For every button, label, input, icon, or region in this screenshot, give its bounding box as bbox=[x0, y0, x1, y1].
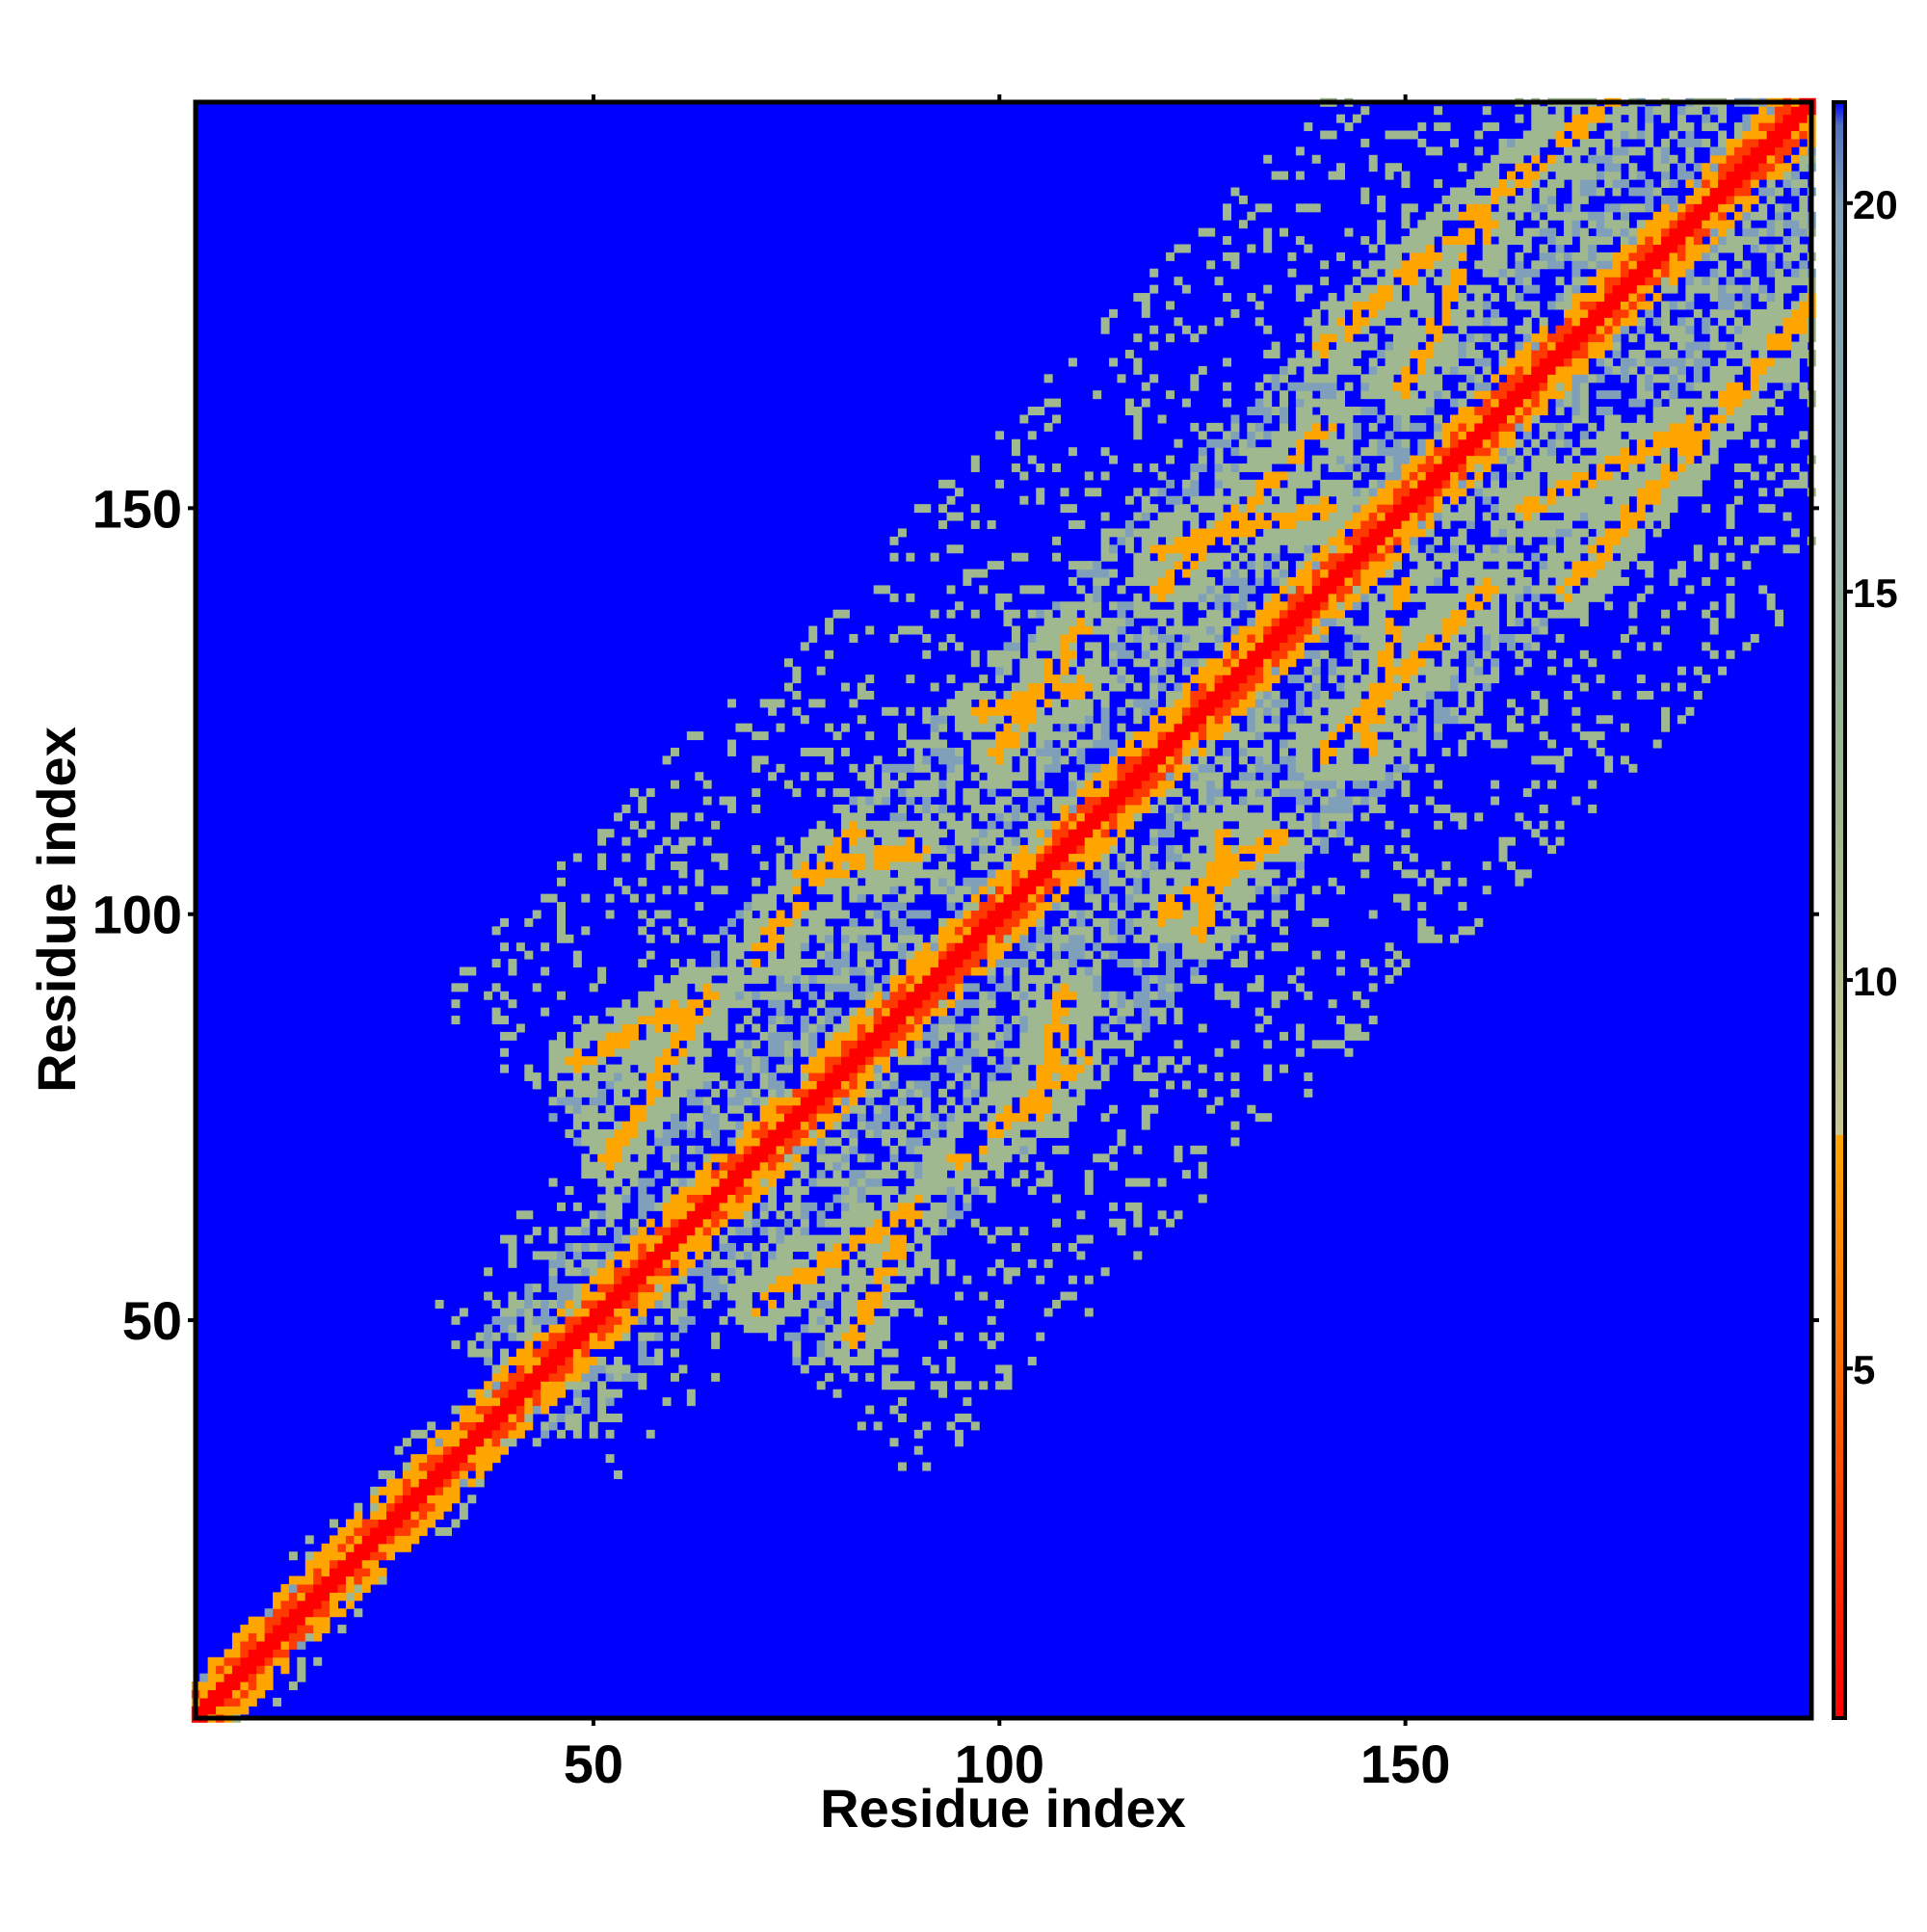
y-axis-label: Residue index bbox=[26, 727, 87, 1093]
x-axis-label: Residue index bbox=[820, 1778, 1186, 1839]
y-tick-label: 50 bbox=[122, 1290, 182, 1351]
x-tick-label: 150 bbox=[1360, 1734, 1450, 1794]
colorbar-tick-label: 5 bbox=[1853, 1347, 1875, 1392]
y-tick-label: 100 bbox=[92, 885, 182, 945]
colorbar-gradient bbox=[1834, 102, 1845, 1718]
colorbar: 5 10 15 20 bbox=[1834, 102, 1898, 1718]
colorbar-tick-label: 20 bbox=[1853, 182, 1898, 227]
colorbar-tick-label: 15 bbox=[1853, 570, 1898, 616]
heatmap-cells bbox=[192, 98, 1816, 1723]
y-tick-label: 150 bbox=[92, 478, 182, 539]
colorbar-tick-label: 10 bbox=[1853, 959, 1898, 1004]
x-tick-label: 50 bbox=[564, 1734, 623, 1794]
